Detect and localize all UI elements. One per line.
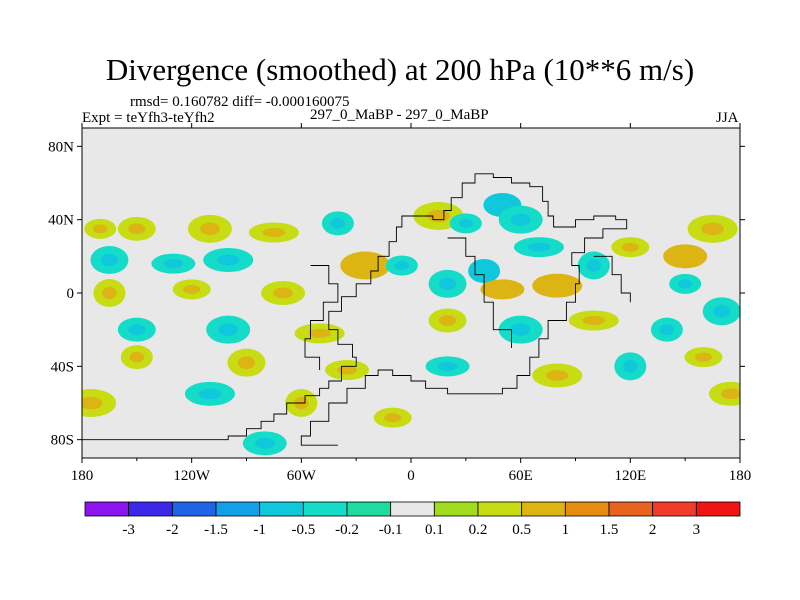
colorbar-label: 1.5 xyxy=(600,522,619,538)
colorbar-label: -3 xyxy=(122,522,135,538)
colorbar-label: -0.1 xyxy=(379,522,403,538)
divergence-feature-core xyxy=(216,254,240,266)
divergence-feature-core xyxy=(384,413,402,423)
divergence-feature-core xyxy=(510,213,531,226)
divergence-feature-core xyxy=(586,259,601,272)
divergence-feature-core xyxy=(254,437,275,449)
continent-outline xyxy=(82,173,628,446)
colorbar-box xyxy=(302,501,348,517)
divergence-feature-core xyxy=(492,284,513,294)
period-label: 297_0_MaBP - 297_0_MaBP xyxy=(310,107,489,123)
divergence-feature-core xyxy=(330,217,346,229)
divergence-feature-core xyxy=(100,253,118,267)
x-tick-label: 0 xyxy=(407,468,415,484)
divergence-feature-core xyxy=(439,277,457,291)
divergence-feature-core xyxy=(694,352,712,362)
continent-outline xyxy=(593,255,631,303)
divergence-feature-core xyxy=(128,223,146,235)
x-tick-label: 180 xyxy=(71,468,94,484)
colorbar-box xyxy=(215,501,261,517)
divergence-feature-core xyxy=(218,323,239,336)
divergence-feature-core xyxy=(545,370,569,381)
stats-text: rmsd= 0.160782 diff= -0.000160075 xyxy=(130,94,350,110)
divergence-feature-core xyxy=(337,365,357,375)
colorbar-box xyxy=(433,501,479,517)
colorbar-box xyxy=(652,501,697,517)
colorbar-label: 2 xyxy=(649,522,657,538)
continent-outline xyxy=(304,265,339,370)
divergence-feature-core xyxy=(308,328,331,338)
divergence-feature-core xyxy=(354,259,377,272)
divergence-feature-core xyxy=(237,356,256,369)
colorbar-label: 3 xyxy=(693,522,701,538)
divergence-feature-core xyxy=(493,199,511,211)
divergence-feature-core xyxy=(82,396,103,410)
colorbar-box xyxy=(695,501,741,517)
divergence-feature-core xyxy=(163,259,184,269)
colorbar-label: -0.5 xyxy=(291,522,315,538)
divergence-feature-core xyxy=(439,315,457,326)
divergence-feature-core xyxy=(720,388,740,400)
divergence-feature-core xyxy=(582,316,606,325)
divergence-feature-core xyxy=(527,242,551,252)
y-tick-label: 40S xyxy=(51,359,74,375)
colorbar-label: -1.5 xyxy=(204,522,228,538)
divergence-feature-core xyxy=(713,305,731,318)
divergence-feature-core xyxy=(93,224,108,234)
divergence-feature-core xyxy=(675,250,696,262)
chart-title: Divergence (smoothed) at 200 hPa (10**6 … xyxy=(105,52,695,87)
experiment-label: Expt = teYfh3-teYfh2 xyxy=(82,110,215,126)
colorbar-box xyxy=(128,501,173,517)
colorbar-box xyxy=(259,501,304,517)
divergence-feature-core xyxy=(701,222,724,236)
colorbar-label: -2 xyxy=(166,522,179,538)
colorbar-box xyxy=(564,501,610,517)
divergence-feature-core xyxy=(183,284,201,294)
divergence-feature-core xyxy=(200,222,220,236)
divergence-feature-core xyxy=(621,242,639,252)
divergence-feature-core xyxy=(458,218,474,228)
x-tick-label: 180 xyxy=(729,468,752,484)
divergence-feature-core xyxy=(510,323,531,336)
x-tick-label: 60E xyxy=(509,468,533,484)
divergence-feature-core xyxy=(545,280,569,292)
y-tick-label: 40N xyxy=(48,213,74,229)
colorbar-box xyxy=(171,501,217,517)
divergence-feature-core xyxy=(677,279,693,289)
divergence-feature-core xyxy=(476,265,492,277)
divergence-feature-core xyxy=(198,388,222,400)
divergence-feature-core xyxy=(102,286,117,300)
colorbar-label: 0.5 xyxy=(512,522,531,538)
divergence-feature-core xyxy=(262,228,286,237)
x-tick-label: 120W xyxy=(173,468,211,484)
colorbar-box xyxy=(521,501,566,517)
divergence-feature-core xyxy=(394,261,410,270)
y-tick-label: 0 xyxy=(67,286,75,302)
colorbar-box xyxy=(346,501,392,517)
divergence-feature-core xyxy=(659,324,675,336)
y-tick-label: 80N xyxy=(48,139,74,155)
y-tick-label: 80S xyxy=(51,433,74,449)
divergence-feature-core xyxy=(129,351,145,363)
x-tick-label: 60W xyxy=(287,468,317,484)
divergence-feature-core xyxy=(128,324,146,336)
divergence-feature-core xyxy=(623,360,638,373)
continent-outline xyxy=(447,237,512,348)
colorbar-box xyxy=(84,501,130,517)
x-tick-label: 120E xyxy=(614,468,646,484)
colorbar-box xyxy=(390,501,435,517)
divergence-feature-core xyxy=(273,287,293,299)
colorbar-box xyxy=(477,501,523,517)
colorbar-label: 0.2 xyxy=(469,522,488,538)
colorbar-label: -0.2 xyxy=(335,522,359,538)
colorbar-label: 0.1 xyxy=(425,522,444,538)
colorbar-label: 1 xyxy=(562,522,570,538)
season-label: JJA xyxy=(716,110,739,126)
divergence-feature-core xyxy=(437,361,458,371)
colorbar-label: -1 xyxy=(253,522,266,538)
colorbar-box xyxy=(608,501,654,517)
